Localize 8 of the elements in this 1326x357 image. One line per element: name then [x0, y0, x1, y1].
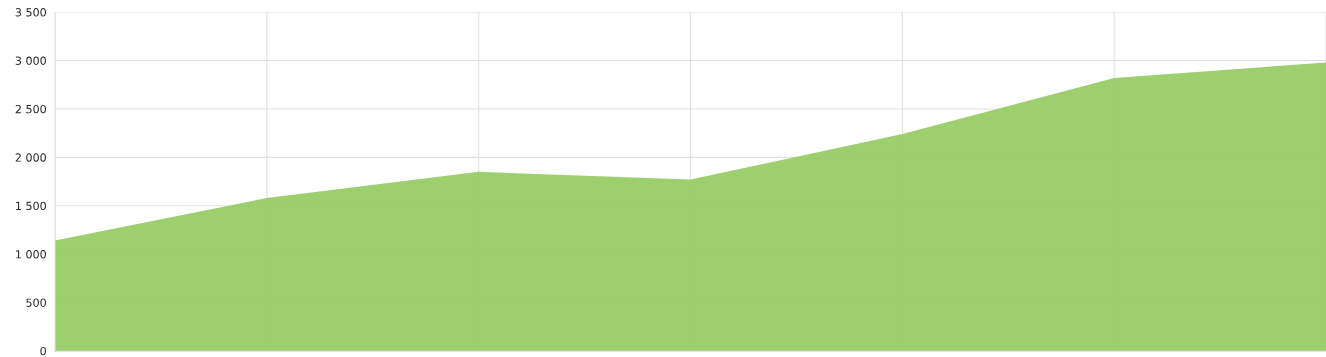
y-tick-label: 1 500	[16, 201, 46, 211]
y-tick-label: 0	[40, 346, 46, 356]
y-tick-label: 3 000	[15, 56, 46, 65]
y-tick-label: 2 500	[15, 104, 46, 114]
y-tick-label: 500	[26, 298, 46, 307]
y-tick-label: 2 000	[15, 153, 46, 162]
y-tick-label: 3 500	[15, 8, 46, 17]
y-tick-label: 1 000	[16, 250, 46, 259]
